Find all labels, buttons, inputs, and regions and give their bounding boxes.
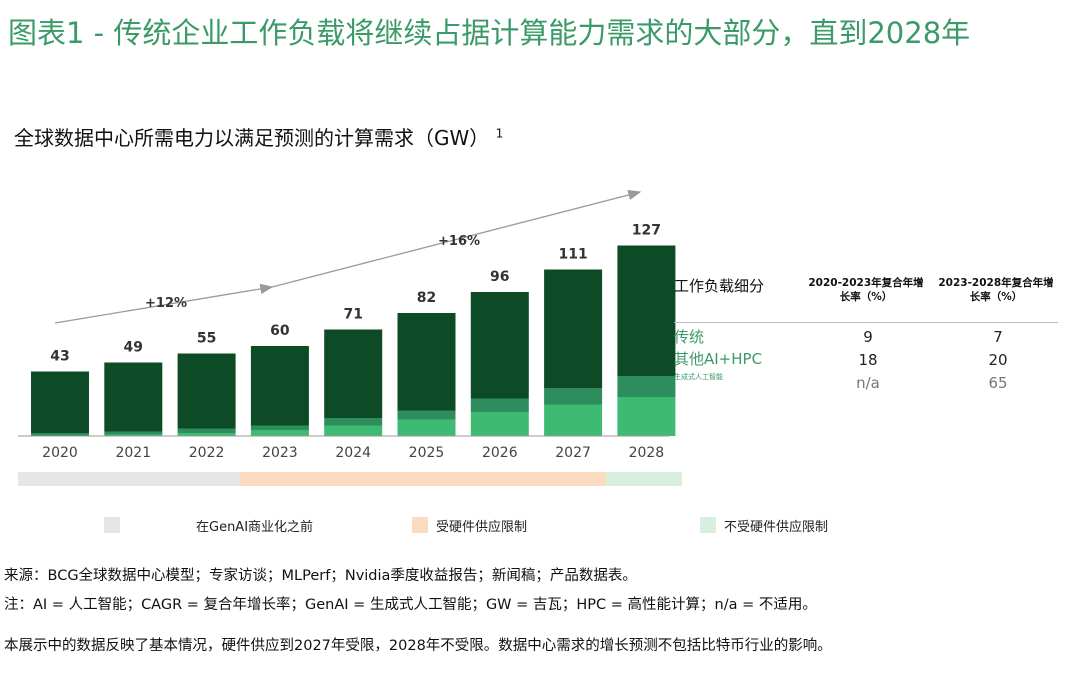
bars-group: 43 49 55 60 71 82 96 111 127 — [31, 223, 676, 436]
footnote-note: 注：AI = 人工智能；CAGR = 复合年增长率；GenAI = 生成式人工智… — [4, 597, 817, 613]
bar-segment-2025-series-0 — [397, 313, 456, 411]
x-tick-label-2028: 2028 — [629, 445, 665, 461]
bar-total-label-2027: 111 — [558, 247, 587, 263]
band-hardware-unconstrained — [606, 472, 682, 486]
year-labels-group: 2020 2021 2022 2023 2024 2025 2026 2027 2028 — [42, 445, 664, 461]
bar-segment-2026-series-2 — [470, 412, 529, 436]
bar-segment-2021-series-2 — [104, 434, 163, 436]
bar-segment-2023-series-0 — [250, 346, 309, 426]
bar-segment-2027-series-2 — [544, 404, 603, 436]
table-row-label-traditional: 传统 — [674, 328, 705, 346]
table-cell-other-ai-hpc-2020-2023: 18 — [858, 351, 878, 369]
x-tick-label-2026: 2026 — [482, 445, 518, 461]
chart-subtitle-footnote-marker: 1 — [495, 126, 504, 141]
cagr-label-2023-2028: +16% — [438, 234, 480, 249]
bar-segment-2020-series-0 — [31, 371, 89, 433]
bar-segment-2024-series-0 — [324, 329, 383, 418]
bar-segment-2028-series-0 — [617, 245, 676, 376]
bar-total-label-2021: 49 — [124, 340, 143, 356]
bar-segment-2024-series-2 — [324, 425, 383, 436]
cagr-arrow-2020-2023 — [54, 283, 274, 324]
bar-total-label-2025: 82 — [417, 290, 436, 306]
legend-swatch-unconstrained — [700, 517, 716, 533]
table-cell-traditional-2020-2023: 9 — [863, 328, 873, 346]
band-pre-genai — [18, 472, 240, 486]
x-tick-label-2024: 2024 — [335, 445, 371, 461]
bar-segment-2024-series-1 — [324, 418, 383, 426]
bar-segment-2026-series-1 — [470, 398, 529, 412]
bar-segment-2022-series-2 — [177, 433, 236, 436]
table-row-label-other-ai-hpc: 其他AI+HPC — [674, 350, 763, 368]
bar-total-label-2026: 96 — [490, 269, 509, 285]
bar-segment-2020-series-1 — [31, 433, 89, 436]
bar-segment-2022-series-1 — [177, 428, 236, 433]
bar-segment-2023-series-2 — [250, 430, 309, 436]
bar-total-label-2024: 71 — [343, 307, 362, 323]
table-divider — [674, 322, 1058, 323]
table-cell-genai-2020-2023: n/a — [856, 374, 880, 392]
legend-label-unconstrained: 不受硬件供应限制 — [724, 519, 829, 535]
bar-total-label-2022: 55 — [197, 331, 216, 347]
legend-item-constrained: 受硬件供应限制 — [412, 516, 528, 535]
cagr-arrow-2023-2028 — [271, 189, 642, 288]
legend-swatch-constrained — [412, 517, 428, 533]
x-tick-label-2023: 2023 — [262, 445, 298, 461]
bar-segment-2026-series-0 — [470, 292, 529, 399]
bar-segment-2021-series-0 — [104, 362, 163, 432]
table-header-segment: 工作负载细分 — [674, 277, 765, 295]
table-row-label-genai: 生成式人工智能 — [674, 373, 723, 381]
table-cell-genai-2023-2028: 65 — [988, 374, 1008, 392]
bar-total-label-2028: 127 — [632, 223, 661, 239]
footnote-remark: 本展示中的数据反映了基本情况，硬件供应到2027年受限，2028年不受限。数据中… — [4, 638, 832, 654]
legend-swatch-pre-genai — [104, 517, 120, 533]
table-cell-traditional-2023-2028: 7 — [993, 328, 1003, 346]
bar-segment-2022-series-0 — [177, 353, 236, 429]
x-tick-label-2025: 2025 — [409, 445, 445, 461]
bar-segment-2028-series-1 — [617, 376, 676, 397]
bar-segment-2023-series-1 — [250, 425, 309, 430]
legend-label-pre-genai: 在GenAI商业化之前 — [196, 519, 314, 535]
bar-total-label-2023: 60 — [270, 323, 290, 339]
chart-subtitle: 全球数据中心所需电力以满足预测的计算需求（GW） 1 — [14, 122, 503, 151]
table-cell-other-ai-hpc-2023-2028: 20 — [988, 351, 1008, 369]
bar-segment-2021-series-1 — [104, 431, 163, 435]
bar-segment-2027-series-0 — [544, 269, 603, 388]
x-tick-label-2021: 2021 — [115, 445, 151, 461]
footnote-source: 来源：BCG全球数据中心模型；专家访谈；MLPerf；Nvidia季度收益报告；… — [4, 568, 637, 584]
x-tick-label-2027: 2027 — [555, 445, 591, 461]
page-title: 图表1 - 传统企业工作负载将继续占据计算能力需求的大部分，直到2028年 — [8, 16, 971, 50]
table-header-cagr-2023-2028: 2023-2028年复合年增长率（%） — [938, 277, 1054, 303]
legend-item-unconstrained: 不受硬件供应限制 — [700, 516, 829, 535]
x-tick-label-2022: 2022 — [189, 445, 225, 461]
bar-segment-2027-series-1 — [544, 388, 603, 405]
bar-segment-2028-series-2 — [617, 397, 676, 436]
band-hardware-constrained — [240, 472, 606, 486]
legend-label-constrained: 受硬件供应限制 — [436, 519, 528, 535]
table-header-cagr-2020-2023: 2020-2023年复合年增长率（%） — [808, 277, 924, 303]
bar-segment-2025-series-2 — [397, 419, 456, 436]
legend-item-pre-genai: 在GenAI商业化之前 — [104, 516, 314, 535]
bar-segment-2025-series-1 — [397, 410, 456, 420]
bar-total-label-2020: 43 — [50, 349, 69, 365]
chart-subtitle-text: 全球数据中心所需电力以满足预测的计算需求（GW） — [14, 126, 490, 150]
cagr-label-2020-2023: +12% — [145, 296, 187, 311]
x-tick-label-2020: 2020 — [42, 445, 78, 461]
